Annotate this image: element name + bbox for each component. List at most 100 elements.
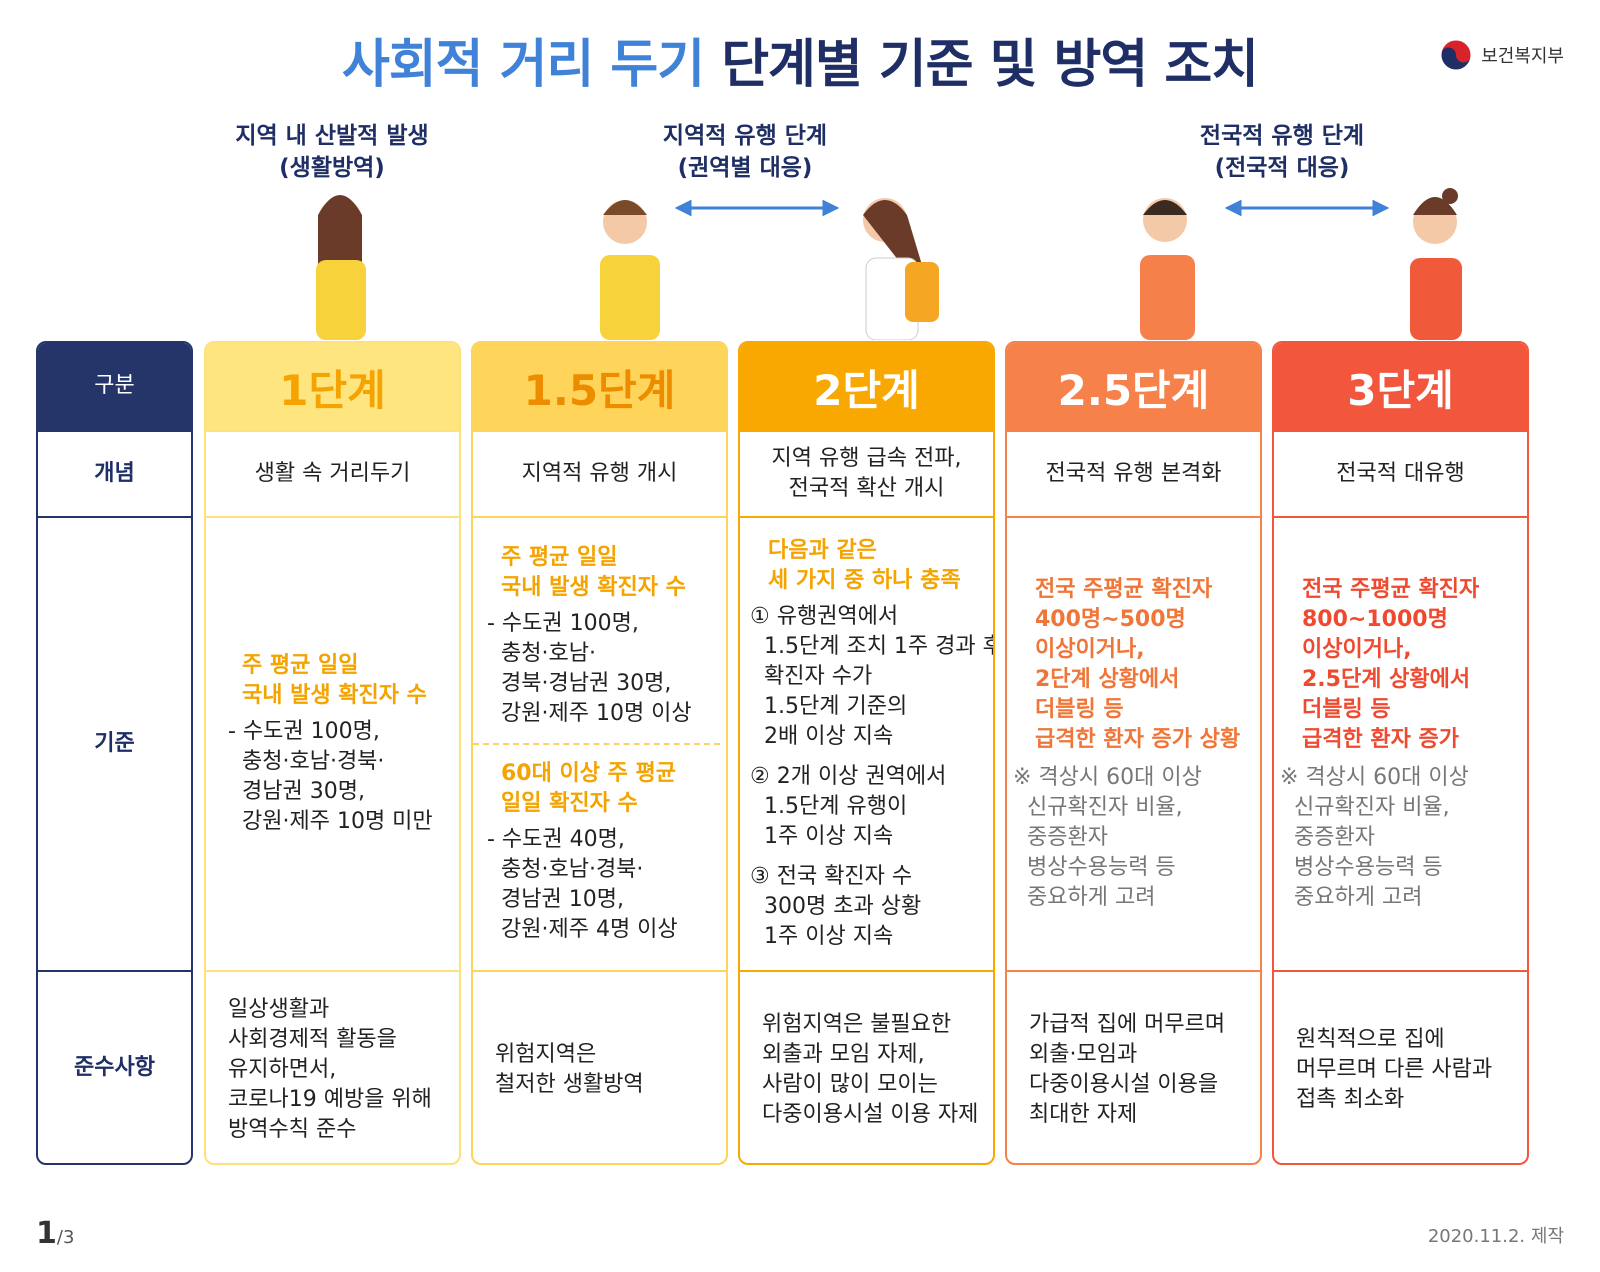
text-line: 다중이용시설 이용을 [1029,1071,1219,1097]
criteria-item: ② 2개 이상 권역에서 1.5단계 유행이 1주 이상 지속 [750,762,987,852]
text-line: 강원·제주 10명 미만 [242,809,433,834]
text-line: 주 평균 일일 [242,653,359,678]
text-line: 가급적 집에 머무르며 [1029,1011,1226,1037]
text-line: 1.5단계 유행이 [764,794,908,819]
criteria-lines: - 수도권 40명, 충청·호남·경북· 경남권 10명, 강원·제주 4명 이상 [487,825,720,945]
page-total: /3 [56,1227,75,1248]
text-line: 코로나19 예방을 위해 [228,1086,432,1112]
text-line: 2단계 상황에서 [1035,667,1180,692]
concept-cell: 지역 유행 급속 전파, 전국적 확산 개시 [740,430,993,516]
text-line: 강원·제주 10명 이상 [501,701,692,726]
text-line: 급격한 환자 증가 상황 [1035,727,1241,752]
text-line: ※ 격상시 60대 이상 [1013,765,1202,790]
page-number: 1/3 [36,1216,74,1251]
criteria-block: 전국 주평균 확진자 800~1000명 이상이거나, 2.5단계 상황에서 더블링 등… [1280,575,1521,913]
text-line: 외출·모임과 [1029,1041,1138,1067]
criteria-heading: 전국 주평균 확진자 400명~500명 이상이거나, 2단계 상황에서 더블링 등 급격… [1035,575,1254,755]
row-header: 기준 [38,516,191,970]
phase-label: 지역 내 산발적 발생 (생활방역) [202,120,462,184]
logo [1440,39,1472,71]
text-line: 신규확진자 비율, [1027,795,1183,820]
text-line: 병상수용능력 등 [1294,855,1443,880]
text-line: 머무르며 다른 사람과 [1296,1056,1493,1082]
ministry: 보건복지부 [1439,38,1564,72]
text-line: 400명~500명 [1035,607,1186,632]
text-line: ① 유행권역에서 [750,604,899,629]
text-line: 신규확진자 비율, [1294,795,1450,820]
text-line: 일일 확진자 수 [501,791,638,816]
text-line: 전국 주평균 확진자 [1302,577,1480,602]
level-title: 3단계 [1347,366,1454,415]
criteria-item: ③ 전국 확진자 수 300명 초과 상황 1주 이상 지속 [750,862,987,952]
text-line: 주 평균 일일 [501,545,618,570]
phase-name: 지역적 유행 단계 [662,123,828,149]
text-line: 2.5단계 상황에서 [1302,667,1471,692]
phase-name: 지역 내 산발적 발생 [235,123,429,149]
level-title: 2.5단계 [1057,366,1210,415]
text-line: 이상이거나, [1035,637,1145,662]
level-header: 2단계 [740,343,993,432]
row-header-text: 기준 [94,731,135,756]
text-line: 더블링 등 [1302,697,1391,722]
text-line: 1주 이상 지속 [764,824,894,849]
rules-cell: 위험지역은 불필요한 외출과 모임 자제, 사람이 많이 모이는 다중이용시설 이용 … [740,970,993,1163]
criteria-item: ① 유행권역에서 1.5단계 조치 1주 경과 후, 확진자 수가 1.5단계 기준의… [750,602,993,752]
text-line: 중증환자 [1294,825,1375,850]
criteria-note: ※ 격상시 60대 이상 신규확진자 비율, 중증환자 병상수용능력 등 중요하게 고려 [1013,763,1254,913]
text-line: 유지하면서, [228,1056,337,1082]
row-header-text: 구분 [94,372,135,398]
text-line: 일상생활과 [228,996,330,1022]
text-line: ※ 격상시 60대 이상 [1280,765,1469,790]
people [316,188,1462,340]
text-line: 800~1000명 [1302,607,1448,632]
text-line: 병상수용능력 등 [1027,855,1176,880]
text-line: 2배 이상 지속 [764,724,894,749]
ministry-name: 보건복지부 [1481,46,1564,67]
text-line: 충청·호남·경북· [242,749,385,774]
rules-cell: 원칙적으로 집에 머무르며 다른 사람과 접촉 최소화 [1274,970,1527,1163]
level-column: 2단계 지역 유행 급속 전파, 전국적 확산 개시 다음과 같은 세 가지 중 하나 … [738,341,995,1165]
text-line: 더블링 등 [1035,697,1124,722]
title: 사회적 거리 두기 단계별 기준 및 방역 조치 [0,22,1600,97]
phase-sub: (전국적 대응) [1214,155,1350,181]
level-header: 1단계 [206,343,459,432]
level-column: 1.5단계 지역적 유행 개시 주 평균 일일 국내 발생 확진자 수- 수도권 10… [471,341,728,1165]
text-line: 접촉 최소화 [1296,1086,1405,1112]
row-header-column: 구분 개념 기준 준수사항 [36,341,193,1165]
criteria-heading: 주 평균 일일 국내 발생 확진자 수 [501,543,720,603]
level-column: 1단계 생활 속 거리두기 주 평균 일일 국내 발생 확진자 수- 수도권 100명… [204,341,461,1165]
text-line: 위험지역은 [495,1041,597,1067]
concept-cell: 생활 속 거리두기 [206,430,459,516]
text-line: 전국적 대유행 [1336,461,1465,486]
text-line: 국내 발생 확진자 수 [242,683,427,708]
row-header: 개념 [38,430,191,516]
text-line: - 수도권 100명, [487,611,639,636]
text-line: 전국적 확산 개시 [788,476,945,501]
text-line: 경북·경남권 30명, [501,671,672,696]
level-header: 3단계 [1274,343,1527,432]
text-line: ② 2개 이상 권역에서 [750,764,947,789]
title-part: 단계별 기준 및 방역 조치 [721,35,1259,95]
phase-sub: (생활방역) [279,155,385,181]
phase-label: 지역적 유행 단계 (권역별 대응) [615,120,875,184]
text-line: 중증환자 [1027,825,1108,850]
level-title: 1.5단계 [523,366,676,415]
text-line: ③ 전국 확진자 수 [750,864,913,889]
rules-cell: 위험지역은 철저한 생활방역 [473,970,726,1163]
text-line: 다음과 같은 [768,538,877,563]
text-line: 60대 이상 주 평균 [501,761,677,786]
level-title: 1단계 [279,366,386,415]
text-line: 충청·호남· [501,641,596,666]
criteria-cell: 전국 주평균 확진자 400명~500명 이상이거나, 2단계 상황에서 더블링 등 급격… [1007,516,1260,970]
text-line: 경남권 30명, [242,779,365,804]
text-line: 1.5단계 기준의 [764,694,908,719]
level-header: 2.5단계 [1007,343,1260,432]
row-header-text: 개념 [94,461,135,486]
criteria-note: ※ 격상시 60대 이상 신규확진자 비율, 중증환자 병상수용능력 등 중요하게 고려 [1280,763,1521,913]
level-title: 2단계 [813,366,920,415]
